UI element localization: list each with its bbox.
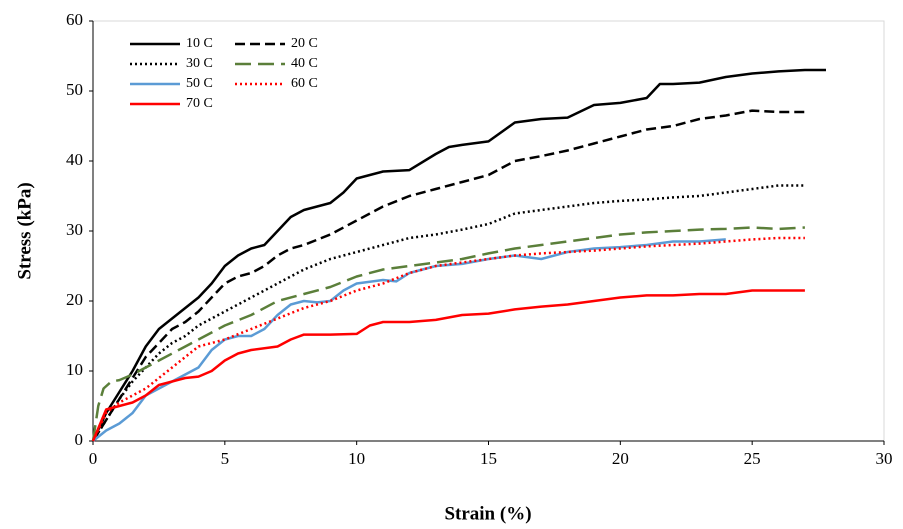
data-line [91,289,805,442]
data-line [92,238,726,442]
y-tick-label: 30 [66,220,83,239]
x-axis-title: Strain (%) [444,503,531,524]
x-tick-label: 0 [89,449,98,468]
y-tick-label: 20 [66,290,83,309]
y-tick-label: 40 [66,150,83,169]
x-tick-label: 20 [612,449,629,468]
x-tick-label: 30 [876,449,893,468]
data-line [91,68,826,442]
x-tick-label: 10 [348,449,365,468]
data-line [91,226,805,442]
legend-label: 30 C [186,56,213,71]
data-line [91,236,805,442]
y-tick-label: 50 [66,80,83,99]
data-line [91,184,805,442]
y-tick-label: 0 [75,430,84,449]
y-axis-title: Stress (kPa) [14,182,35,279]
x-tick-label: 15 [480,449,497,468]
legend-label: 20 C [291,36,318,51]
y-tick-label: 60 [66,10,83,29]
legend-label: 10 C [186,36,213,51]
legend-label: 50 C [186,76,213,91]
x-tick-label: 5 [221,449,230,468]
y-tick-label: 10 [66,360,83,379]
legend-label: 40 C [291,56,318,71]
legend-label: 70 C [186,96,213,111]
x-tick-label: 25 [744,449,761,468]
data-line [91,109,805,442]
legend-label: 60 C [291,76,318,91]
